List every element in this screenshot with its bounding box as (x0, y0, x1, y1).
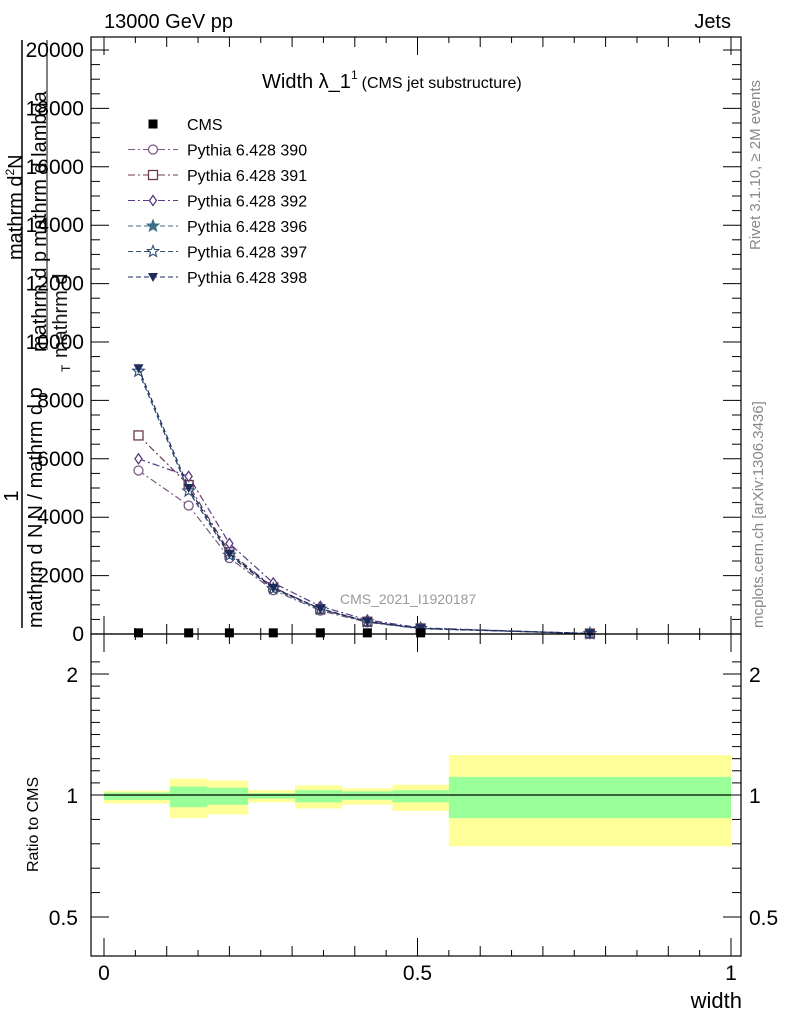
series-6-point-1 (183, 484, 194, 493)
legend-label-3: Pythia 6.428 392 (187, 194, 307, 211)
legend-entry-6: Pythia 6.428 398 (128, 270, 307, 287)
ylabel-one: 1 (1, 490, 23, 501)
ratio-band-green-0 (104, 792, 170, 800)
legend-marker-5 (145, 243, 161, 258)
ratio-band-green-1 (169, 786, 208, 808)
series-layer (131, 363, 598, 640)
ylabel-denominator: mathrm d NN / mathrm d p (25, 387, 47, 628)
legend-marker-0 (148, 119, 158, 129)
series-3-point-0 (134, 452, 143, 465)
xtick-label-2: 1 (725, 962, 737, 985)
main-ylabel: 1 mathrm d2N mathrm d pmathrm d lambda m… (1, 40, 73, 628)
series-1-point-1 (183, 500, 194, 511)
xtick-label-1: 0.5 (403, 962, 432, 985)
ratio-axis-ticks: 0.5 0.5 1 1 2 2 0 0.5 1 (49, 634, 778, 985)
analysis-watermark: CMS_2021_I1920187 (340, 591, 476, 607)
ratio-band-green-3 (248, 793, 296, 799)
cms-point-6 (416, 628, 426, 638)
main-ytick-label-2: 4000 (37, 506, 84, 529)
legend: CMS Pythia 6.428 390 Pythia 6.428 391 Pythi… (128, 117, 307, 287)
main-axis-ticks: 0 2000 4000 6000 8000 10000 12000 14000 16000 180… (26, 37, 741, 646)
ratio-ytick-label-right-2: 2 (749, 664, 761, 687)
legend-label-6: Pythia 6.428 398 (187, 270, 307, 287)
legend-entry-3: Pythia 6.428 392 (128, 194, 307, 211)
ratio-frame (90, 633, 742, 957)
series-3-point-2 (225, 537, 234, 550)
legend-entry-5: Pythia 6.428 397 (128, 243, 307, 262)
series-6-point-4 (315, 604, 326, 614)
series-6-point-2 (224, 549, 235, 559)
main-ytick-label-10: 20000 (26, 39, 84, 62)
legend-marker-2 (147, 169, 159, 181)
legend-marker-4 (145, 218, 161, 233)
ylabel-subscript: T (59, 364, 73, 372)
ylabel-inner-num: mathrm d pmathrm d lambda (29, 90, 51, 352)
chart-title-sup: 1 (351, 68, 358, 82)
main-ytick-label-1: 2000 (37, 565, 84, 588)
series-1-point-0 (133, 465, 144, 476)
legend-marker-6 (148, 273, 158, 282)
legend-entry-1: Pythia 6.428 390 (128, 143, 307, 160)
main-ytick-label-3: 6000 (37, 448, 84, 471)
ratio-band-green-6 (392, 790, 449, 803)
header-left: 13000 GeV pp (104, 11, 233, 33)
series-3 (134, 452, 595, 640)
cms-point-5 (362, 628, 372, 638)
ratio-band-green-5 (342, 791, 393, 800)
main-ytick-label-9: 18000 (26, 97, 84, 120)
ratio-ytick-label-left-2: 2 (66, 664, 78, 687)
ratio-ylabel: Ratio to CMS (25, 777, 42, 872)
main-ytick-label-8: 16000 (26, 156, 84, 179)
chart-title-main: Width λ_1 (262, 71, 351, 93)
legend-entry-2: Pythia 6.428 391 (128, 168, 307, 185)
ratio-ytick-label-right-0: 0.5 (749, 907, 778, 930)
series-line-6 (137, 368, 590, 635)
legend-label-0: CMS (187, 117, 223, 134)
main-ytick-label-0: 0 (72, 623, 84, 646)
legend-marker-1 (147, 144, 159, 155)
ratio-band-green-4 (295, 790, 343, 803)
series-line-3 (138, 458, 590, 635)
main-ytick-label-6: 12000 (26, 273, 84, 296)
main-ytick-label-5: 10000 (26, 331, 84, 354)
ylabel-outer-num: mathrm d2N (3, 154, 27, 260)
legend-marker-3 (148, 194, 158, 207)
ratio-ytick-label-left-1: 1 (66, 785, 78, 808)
legend-label-5: Pythia 6.428 397 (187, 245, 307, 262)
series-6-point-3 (268, 583, 279, 593)
mcplots-label: mcplots.cern.ch [arXiv:1306.3436] (750, 401, 767, 628)
series-2-point-0 (133, 430, 144, 441)
x-axis-label: width (690, 988, 742, 1013)
header-right: Jets (694, 11, 731, 33)
cms-point-4 (315, 628, 325, 638)
legend-entry-4: Pythia 6.428 396 (128, 218, 307, 236)
cms-point-3 (268, 628, 278, 638)
legend-label-4: Pythia 6.428 396 (187, 219, 307, 236)
rivet-label: Rivet 3.1.10, ≥ 2M events (747, 80, 764, 250)
cms-point-1 (184, 628, 194, 638)
legend-label-1: Pythia 6.428 390 (187, 143, 307, 160)
legend-label-2: Pythia 6.428 391 (187, 168, 307, 185)
series-6-point-5 (362, 617, 373, 627)
series-1 (133, 465, 596, 639)
main-ytick-label-7: 14000 (26, 214, 84, 237)
series-3-point-1 (184, 470, 193, 483)
legend-entry-0: CMS (148, 117, 223, 134)
chart-title-sub: (CMS jet substructure) (362, 75, 522, 92)
xtick-label-0: 0 (98, 962, 110, 985)
cms-data (133, 628, 426, 638)
ylabel-d: mathrm d (50, 274, 72, 358)
series-6-point-0 (133, 364, 144, 374)
ratio-band-green-2 (207, 787, 249, 805)
main-ytick-label-4: 8000 (37, 389, 84, 412)
ratio-ytick-label-right-1: 1 (749, 785, 761, 808)
cms-point-0 (133, 628, 143, 638)
series-line-1 (138, 469, 590, 635)
ratio-ytick-label-left-0: 0.5 (49, 907, 78, 930)
cms-point-2 (224, 628, 234, 638)
ratio-band-green-7 (448, 776, 731, 819)
ratio-bands (104, 755, 731, 847)
chart-title: Width λ_11 (CMS jet substructure) (262, 68, 522, 93)
